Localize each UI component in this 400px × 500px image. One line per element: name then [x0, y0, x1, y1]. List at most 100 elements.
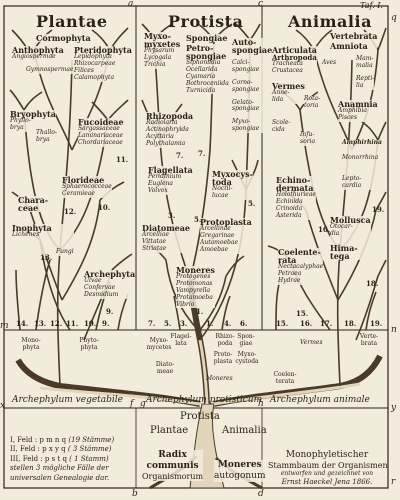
group-inophyta: Inophyta Lichenes Fungi — [12, 223, 74, 256]
baseline-number: 14. — [16, 319, 29, 328]
group-pteridophyta: Pteridophyta Lepidophyta Rhizocarpeae Fi… — [74, 45, 132, 82]
group-archephyta: Archephyta Ulvae Confervae Desmidium — [84, 269, 136, 299]
group-rhizopoda: Rhizopoda Radiolaria Actinophryida Acytt… — [146, 111, 194, 148]
corner-letter-x: x — [0, 401, 6, 411]
group-vermes-rotatoria: Rota- toria — [304, 95, 321, 110]
branch-number: 19. — [372, 205, 385, 214]
group-protoplasta: Protoplasta Arcellinae Gregarinae Autamo… — [200, 217, 252, 254]
lower-label-myxomycetes: Myxo-mycetes — [146, 337, 172, 351]
group-amphirhina: Amphirhina Monorrhina Lepto- cardia — [342, 139, 382, 190]
branch-number: 5. — [194, 215, 202, 224]
group-mollusca: Mollusca Otocar- dia Hima- tega — [330, 215, 371, 261]
group-petrospongiae: Petro- spongiae Siphoniidia Ocellarida C… — [186, 43, 229, 95]
baseline-number: 7. — [148, 319, 156, 328]
group-vermes-scolecida: Scole- cida — [272, 119, 291, 134]
group-vertebrata: Vertebrata Amniota — [330, 31, 378, 51]
lower-label-diatomeae: Diato-meae — [155, 361, 175, 375]
lower-label-vertebrata: Verte-brata — [359, 333, 379, 347]
group-vermes-infusoria: Infu- soria — [300, 131, 316, 146]
branch-number: 7. — [198, 149, 206, 158]
group-myxocystoda: Myxocys- toda Noctil- lucae — [212, 169, 253, 200]
group-autospongiae: Auto- spongiae Calci- spongiae Corno- sp… — [232, 37, 273, 134]
branch-number: 15. — [296, 309, 309, 318]
branch-number: 11. — [116, 155, 129, 164]
lower-label-monophyta: Mono-phyta — [21, 337, 41, 351]
lower-label-flagellata: Flagel-lata — [170, 333, 192, 347]
baseline-number: 16. — [300, 319, 313, 328]
branch-number: 12. — [64, 207, 77, 216]
lower-label-myxocystoda: Myxo-cystoda — [235, 351, 259, 365]
group-characeae: Chara- ceae — [18, 195, 49, 213]
branch-number: 10. — [98, 203, 111, 212]
baseline-number: 13. — [34, 319, 47, 328]
archephylum-vegetabile: Archephylum vegetabile — [12, 395, 124, 405]
group-moneres: Moneres Protogenes Protomonas Vampyrella… — [176, 265, 215, 309]
baseline-number: 6. — [240, 319, 248, 328]
group-vermes: Vermes Anne- lida — [272, 81, 305, 104]
kingdom-animalia-heading: Animalia — [288, 12, 372, 31]
branch-number: 7. — [176, 151, 184, 160]
corner-letter-d: d — [258, 489, 264, 499]
moneres-autogonum-label: Moneres autogonum — [214, 460, 266, 482]
group-bryophyta: Bryophyta Phyllo- brya — [10, 109, 56, 132]
group-echinodermata: Echino- dermata Holothurieae Echinida Cr… — [276, 175, 316, 220]
kingdom-plantae-heading: Plantae — [36, 12, 108, 31]
group-bryophyta-thallo: Thallo- brya — [36, 129, 57, 144]
lower-label-rhizopoda: Rhizo-poda — [215, 333, 235, 347]
lower-label-moneres: Moneres — [206, 375, 233, 382]
lower-label-coelenterata: Coelen-terata — [273, 371, 297, 385]
corner-letter-m: m — [0, 321, 9, 331]
corner-letter-a: a — [128, 0, 134, 9]
group-vertebrata-aves: Aves — [322, 59, 337, 67]
branch-number: 16. — [318, 225, 331, 234]
field-legend: I, Feld : p m n q (19 Stämme) II, Feld :… — [10, 436, 115, 482]
corner-letter-r: r — [391, 477, 396, 487]
title-block: Monophyletischer Stammbaum der Organisme… — [268, 450, 388, 486]
group-myxomycetes: Myxo- myxetes Physarum Lycogala Trichia — [144, 31, 181, 69]
lower-label-vermes: Vermes — [300, 339, 323, 346]
corner-letter-q: q — [391, 13, 397, 23]
group-articulata: Articulata Arthropoda Tracheata Crustace… — [272, 45, 317, 75]
plate-label: Taf. I. — [360, 1, 383, 10]
group-cormophyta: Cormophyta — [36, 33, 91, 43]
kingdom-protista-heading: Protista — [168, 12, 244, 31]
baseline-number: 19. — [370, 319, 383, 328]
archephylum-animale: Archephylum animale — [270, 395, 370, 405]
baseline-number: 15. — [276, 319, 289, 328]
group-coelenterata: Coelente- rata Nectacalyphae Petraea Hyd… — [278, 247, 324, 285]
corner-letter-g: g — [140, 399, 146, 409]
trunk-label-animalia: Animalia — [222, 425, 267, 436]
baseline-number: 4. — [224, 319, 232, 328]
baseline-number: 10. — [84, 319, 97, 328]
branch-number: 3. — [168, 211, 176, 220]
branch-number: 1. — [196, 307, 204, 316]
baseline-number: 18. — [344, 319, 357, 328]
corner-letter-c: c — [258, 0, 264, 9]
group-fucoideae: Fucoideae Sargassaceae Laminariaceae Cho… — [78, 117, 124, 147]
baseline-number: 3. — [180, 319, 188, 328]
corner-letter-y: y — [391, 403, 397, 413]
branch-number: 5. — [248, 199, 256, 208]
group-florideae: Florideae Sphaerococceae Ceramieae — [62, 175, 112, 198]
lower-label-protoplasta: Proto-plasta — [213, 351, 233, 365]
trunk-label-protista: Protista — [180, 411, 220, 422]
lower-label-spongiae: Spon-giae — [237, 333, 255, 347]
baseline-number: 1. — [206, 319, 214, 328]
radix-communis-label: Radix communis Organismorum — [142, 450, 204, 482]
group-diatomeae: Diatomeae Arcelliae Vittatae Striatae — [142, 223, 191, 253]
trunk-label-plantae: Plantae — [150, 425, 189, 436]
baseline-number: 9. — [102, 319, 110, 328]
branch-number: 13. — [40, 253, 53, 262]
corner-letter-f: f — [130, 399, 134, 409]
archephylum-protisticum: Archephylum protisticum — [146, 395, 263, 405]
group-flagellata: Flagellata Peridinium Euglena Volvox — [148, 165, 193, 195]
baseline-number: 17. — [320, 319, 333, 328]
corner-letter-h: h — [258, 399, 264, 409]
branch-number: 9. — [106, 307, 114, 316]
baseline-number: 11. — [66, 319, 79, 328]
branch-number: 18. — [366, 279, 379, 288]
corner-letter-b: b — [132, 489, 138, 499]
corner-letter-n: n — [391, 325, 397, 335]
baseline-number: 12. — [50, 319, 63, 328]
